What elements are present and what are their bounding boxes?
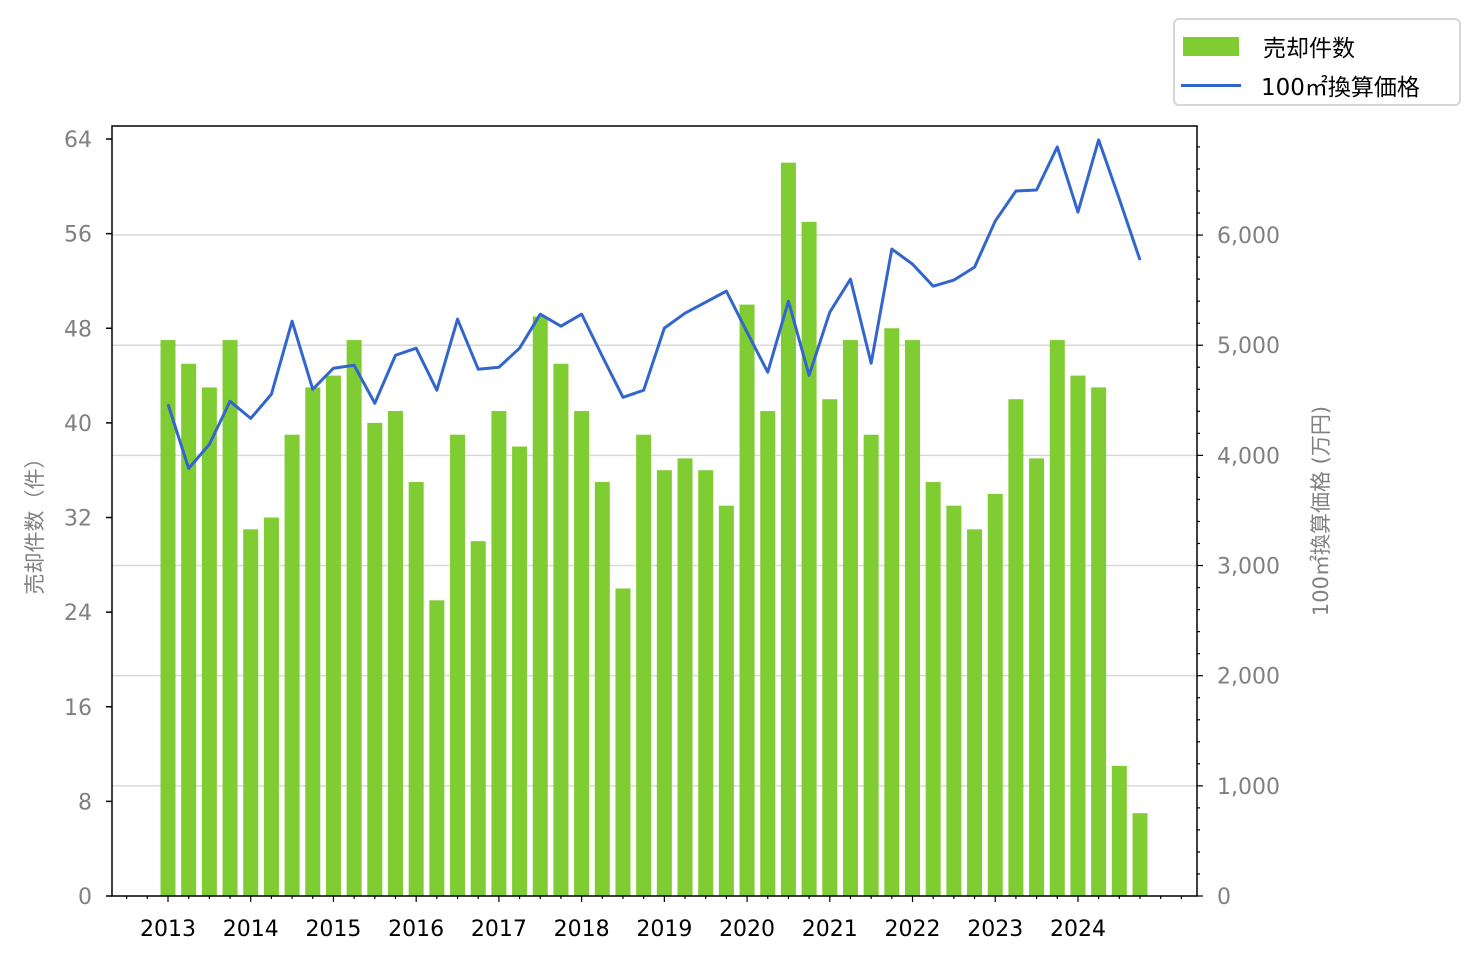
y-tick-label: 64 — [64, 128, 92, 153]
x-tick-label: 2013 — [140, 917, 196, 942]
y-tick-label: 32 — [64, 507, 92, 532]
legend-item-bars: 売却件数 — [1183, 29, 1355, 63]
x-tick-label: 2021 — [802, 917, 858, 942]
bar — [615, 588, 631, 896]
bar — [325, 375, 341, 896]
bar — [243, 529, 259, 896]
bar — [594, 482, 610, 896]
x-tick-label: 2024 — [1050, 917, 1106, 942]
bar — [222, 340, 238, 896]
y2-tick-label: 2,000 — [1217, 665, 1280, 690]
bar — [967, 529, 983, 896]
bar — [553, 363, 569, 896]
bar — [387, 411, 403, 896]
x-tick-label: 2022 — [885, 917, 941, 942]
y-tick-label: 40 — [64, 412, 92, 437]
y2-tick-label: 5,000 — [1217, 334, 1280, 359]
x-tick-label: 2019 — [636, 917, 692, 942]
legend: 売却件数 100㎡換算価格 — [1173, 18, 1461, 106]
bar — [1008, 399, 1024, 896]
x-tick-label: 2023 — [967, 917, 1023, 942]
legend-label-bars: 売却件数 — [1263, 36, 1355, 62]
y-tick-label: 0 — [78, 885, 92, 910]
legend-label-line: 100㎡換算価格 — [1261, 75, 1420, 101]
y2-tick-label: 4,000 — [1217, 444, 1280, 469]
legend-swatch-line — [1181, 83, 1241, 87]
bar — [739, 304, 755, 896]
x-tick-label: 2017 — [471, 917, 527, 942]
bar — [1070, 375, 1086, 896]
y2-axis-label: 100㎡換算価格 (万円) — [1309, 406, 1333, 616]
y2-tick-label: 6,000 — [1217, 224, 1280, 249]
bar — [470, 541, 486, 896]
bar — [491, 411, 507, 896]
bar — [946, 505, 962, 896]
bar — [884, 328, 900, 896]
bar — [181, 363, 197, 896]
plot-frame — [111, 125, 1198, 897]
bar — [987, 493, 1003, 896]
bar — [450, 434, 466, 896]
x-tick-label: 2015 — [305, 917, 361, 942]
bar — [822, 399, 838, 896]
y-tick-label: 8 — [78, 790, 92, 815]
y-axis-label: 売却件数（件） — [23, 448, 47, 595]
bar — [367, 422, 383, 896]
bar — [263, 517, 279, 896]
bar — [760, 411, 776, 896]
bar — [574, 411, 590, 896]
y-tick-label: 56 — [64, 223, 92, 248]
y-tick-label: 16 — [64, 696, 92, 721]
legend-item-line: 100㎡換算価格 — [1181, 68, 1420, 102]
bar — [905, 340, 921, 896]
legend-swatch-bars — [1183, 36, 1239, 56]
bar — [801, 221, 817, 896]
bar — [532, 316, 548, 896]
bar — [1132, 813, 1148, 896]
bar — [863, 434, 879, 896]
bar — [512, 446, 528, 896]
bar — [677, 458, 693, 896]
bar — [1091, 387, 1107, 896]
x-tick-label: 2016 — [388, 917, 444, 942]
bar — [429, 600, 445, 896]
y2-tick-label: 0 — [1217, 885, 1231, 910]
x-tick-label: 2020 — [719, 917, 775, 942]
bar — [1029, 458, 1045, 896]
bar — [305, 387, 321, 896]
bar — [718, 505, 734, 896]
bar — [284, 434, 300, 896]
bar — [780, 162, 796, 896]
y2-tick-label: 1,000 — [1217, 775, 1280, 800]
bar — [656, 470, 672, 896]
y2-tick-label: 3,000 — [1217, 555, 1280, 580]
x-tick-label: 2018 — [554, 917, 610, 942]
y-tick-label: 24 — [64, 601, 92, 626]
price-line — [166, 138, 1142, 470]
bar — [1111, 765, 1127, 896]
bar — [925, 482, 941, 896]
bar — [408, 482, 424, 896]
bar — [160, 340, 176, 896]
bar — [346, 340, 362, 896]
bar — [842, 340, 858, 896]
y-tick-label: 48 — [64, 317, 92, 342]
bar — [698, 470, 714, 896]
bar — [636, 434, 652, 896]
bar — [201, 387, 217, 896]
bar — [1049, 340, 1065, 896]
x-tick-label: 2014 — [223, 917, 279, 942]
